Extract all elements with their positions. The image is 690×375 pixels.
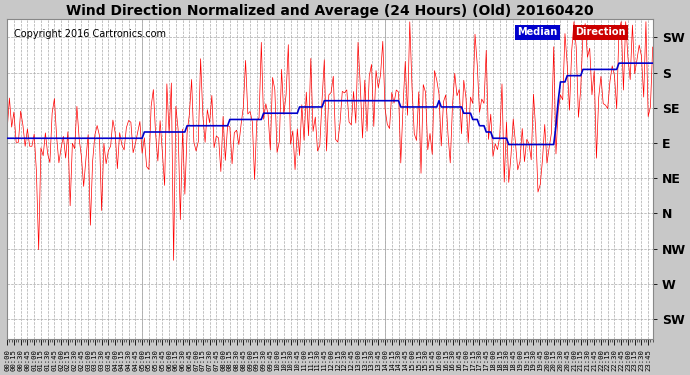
Text: Direction: Direction [575, 27, 626, 38]
Text: Median: Median [517, 27, 558, 38]
Title: Wind Direction Normalized and Average (24 Hours) (Old) 20160420: Wind Direction Normalized and Average (2… [66, 4, 593, 18]
Text: Copyright 2016 Cartronics.com: Copyright 2016 Cartronics.com [14, 29, 166, 39]
